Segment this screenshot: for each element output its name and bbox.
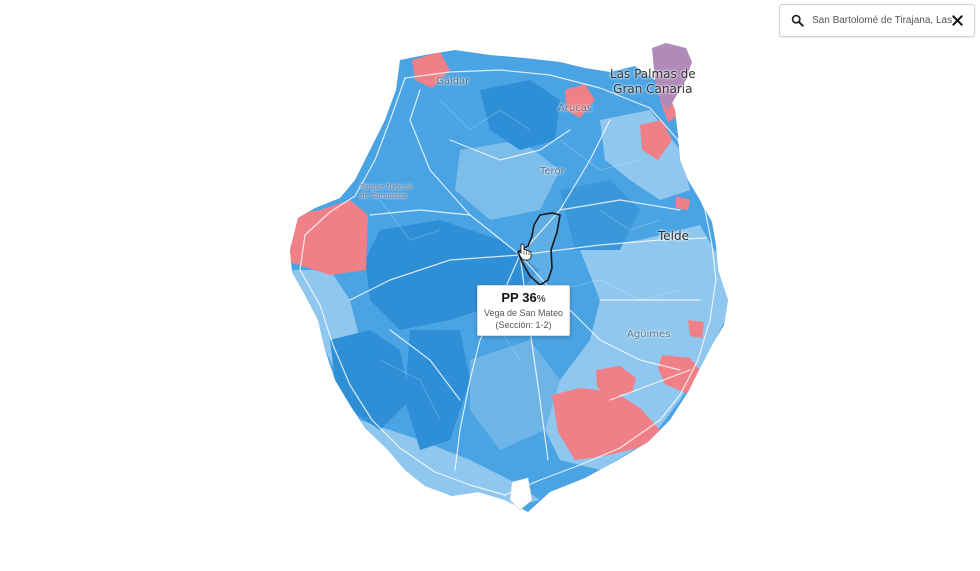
- region-psoe-agaete[interactable]: [290, 200, 368, 275]
- label-park-line2: de Tamadaba: [360, 192, 407, 200]
- label-tamadaba-park: Parque Natural de Tamadaba: [360, 183, 412, 201]
- region-psoe-galdar[interactable]: [412, 52, 450, 88]
- close-icon[interactable]: [951, 14, 964, 27]
- region-pp-light-centre[interactable]: [455, 140, 560, 220]
- region-psoe-arucas[interactable]: [565, 84, 595, 118]
- region-pp-dark-north[interactable]: [480, 80, 560, 150]
- region-psoe-north-coast[interactable]: [640, 120, 672, 160]
- region-pp-dark-southwest[interactable]: [330, 330, 410, 430]
- region-psoe-vecindario[interactable]: [596, 366, 636, 396]
- tooltip-result: PP 36%: [478, 290, 569, 307]
- tooltip-party: PP: [501, 290, 519, 305]
- label-teror: Teror: [540, 166, 565, 177]
- label-aguimes: Agüimes: [627, 329, 671, 340]
- tooltip-section: (Sección: 1-2): [495, 320, 552, 330]
- tooltip-municipality: Vega de San Mateo: [483, 308, 564, 318]
- result-tooltip: PP 36% Vega de San Mateo (Sección: 1-2): [477, 285, 570, 336]
- label-las-palmas-line2: Gran Canaria: [613, 82, 693, 96]
- search-box[interactable]: [779, 4, 975, 37]
- region-other-las-palmas[interactable]: [652, 43, 692, 110]
- region-pp-light-north[interactable]: [600, 110, 690, 200]
- label-galdar: Gáldar: [436, 76, 470, 87]
- hand-cursor-icon: [518, 243, 532, 261]
- search-icon: [791, 14, 804, 27]
- region-pp-dark-south[interactable]: [405, 330, 470, 450]
- region-pp-dark-east[interactable]: [560, 180, 640, 250]
- region-pp-light-south[interactable]: [360, 420, 540, 510]
- label-telde: Telde: [658, 229, 690, 243]
- tooltip-value: 36: [522, 290, 537, 305]
- label-las-palmas: Las Palmas de Gran Canaria: [610, 67, 696, 97]
- region-pp-light-southwest[interactable]: [470, 340, 560, 450]
- region-psoe-telde-coast[interactable]: [676, 196, 690, 210]
- label-arucas: Arucas: [558, 103, 593, 114]
- search-input[interactable]: [812, 15, 952, 26]
- region-psoe-santa-lucia[interactable]: [552, 388, 662, 460]
- tooltip-unit: %: [536, 294, 546, 305]
- label-park-line1: Parque Natural: [360, 183, 413, 191]
- region-psoe-aguimes[interactable]: [688, 320, 704, 338]
- label-las-palmas-line1: Las Palmas de: [610, 67, 696, 81]
